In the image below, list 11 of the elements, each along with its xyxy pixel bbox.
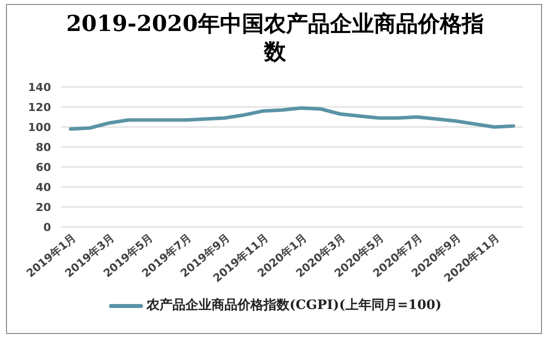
legend-label: 农产品企业商品价格指数(CGPI)(上年同月=100): [145, 298, 442, 313]
y-tick-label: 20: [36, 201, 52, 214]
y-tick-label: 140: [28, 81, 52, 94]
line-series: [68, 106, 516, 131]
y-tick-label: 0: [43, 221, 52, 234]
y-tick-label: 120: [28, 101, 52, 114]
y-tick-label: 100: [28, 121, 52, 134]
y-tick-label: 40: [36, 181, 52, 194]
y-tick-label: 60: [36, 161, 52, 174]
chart-title: 2019-2020年中国农产品企业商品价格指数: [65, 10, 485, 66]
y-tick-label: 80: [36, 141, 52, 154]
